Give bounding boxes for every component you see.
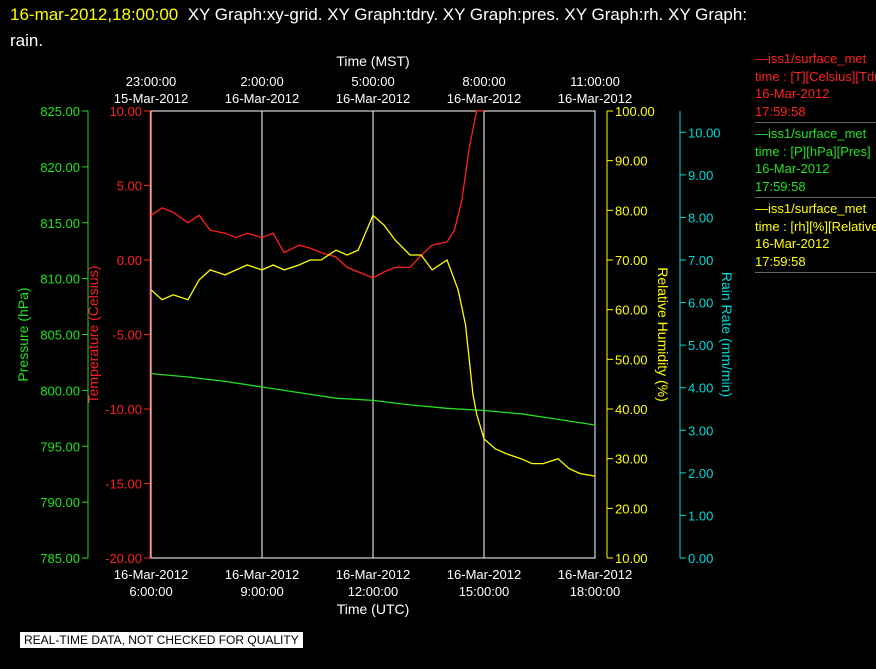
top-tick-time: 11:00:00 (570, 74, 620, 89)
top-tick-date: 16-Mar-2012 (558, 91, 632, 106)
legend-time: 17:59:58 (755, 253, 806, 269)
humidity-tick-label: 20.00 (615, 501, 648, 516)
humidity-tick-label: 50.00 (615, 352, 648, 367)
top-tick-date: 16-Mar-2012 (336, 91, 410, 106)
humidity-tick-label: 40.00 (615, 402, 648, 417)
rain-axis-label: Rain Rate (mm/min) (719, 272, 735, 397)
top-tick-time: 23:00:00 (126, 74, 177, 89)
legend-time: 17:59:58 (755, 178, 806, 194)
top-tick-time: 8:00:00 (462, 74, 505, 89)
pressure-series-line (150, 372, 596, 426)
x-tick-date: 16-Mar-2012 (225, 567, 299, 582)
top-tick-time: 5:00:00 (351, 74, 394, 89)
top-tick-date: 15-Mar-2012 (114, 91, 188, 106)
rain-tick-label: 0.00 (688, 551, 713, 566)
rain-tick-label: 3.00 (688, 423, 713, 438)
rain-tick-label: 5.00 (688, 338, 713, 353)
legend-sub: time : [T][Celsius][Tdry] (755, 68, 876, 84)
humidity-tick-label: 90.00 (615, 154, 648, 169)
rain-tick-label: 4.00 (688, 381, 713, 396)
rain-tick-label: 2.00 (688, 466, 713, 481)
legend-name: —iss1/surface_met (755, 51, 867, 66)
pressure-axis-label: Pressure (hPa) (15, 287, 31, 381)
x-tick-time: 12:00:00 (348, 584, 399, 599)
legend-name: —iss1/surface_met (755, 126, 867, 141)
temperature-series-line (150, 110, 484, 279)
temperature-tick-label: 0.00 (117, 253, 142, 268)
rain-tick-label: 6.00 (688, 296, 713, 311)
rain-tick-label: 1.00 (688, 508, 713, 523)
title-graphs: XY Graph:xy-grid. XY Graph:tdry. XY Grap… (187, 5, 748, 24)
humidity-tick-label: 70.00 (615, 253, 648, 268)
top-tick-date: 16-Mar-2012 (225, 91, 299, 106)
x-tick-date: 16-Mar-2012 (336, 567, 410, 582)
pressure-tick-label: 785.00 (40, 551, 80, 566)
pressure-tick-label: 820.00 (40, 160, 80, 175)
rain-tick-label: 10.00 (688, 125, 721, 140)
x-tick-time: 9:00:00 (240, 584, 283, 599)
top-tick-time: 2:00:00 (240, 74, 283, 89)
humidity-tick-label: 30.00 (615, 452, 648, 467)
top-tick-date: 16-Mar-2012 (447, 91, 521, 106)
humidity-tick-label: 80.00 (615, 203, 648, 218)
temperature-tick-label: -10.00 (105, 402, 142, 417)
rain-tick-label: 7.00 (688, 253, 713, 268)
x-tick-date: 16-Mar-2012 (114, 567, 188, 582)
rain-tick-label: 9.00 (688, 168, 713, 183)
pressure-tick-label: 795.00 (40, 439, 80, 454)
temperature-tick-label: -15.00 (105, 477, 142, 492)
x-tick-date: 16-Mar-2012 (558, 567, 632, 582)
legend-date: 16-Mar-2012 (755, 161, 830, 176)
pressure-tick-label: 825.00 (40, 104, 80, 119)
rain-tick-label: 8.00 (688, 210, 713, 225)
legend-time: 17:59:58 (755, 103, 806, 119)
temperature-axis-label: Temperature (Celsius) (85, 266, 101, 404)
legend-sub: time : [P][hPa][Pres] (755, 143, 871, 159)
x-tick-time: 15:00:00 (459, 584, 510, 599)
temperature-tick-label: -5.00 (112, 328, 142, 343)
top-axis-label: Time (MST) (336, 53, 409, 69)
temperature-tick-label: -20.00 (105, 551, 142, 566)
humidity-series-line (150, 214, 596, 477)
pressure-tick-label: 810.00 (40, 272, 80, 287)
x-tick-time: 18:00:00 (570, 584, 621, 599)
temperature-tick-label: 10.00 (109, 104, 142, 119)
humidity-axis-label: Relative Humidity (%) (655, 267, 671, 402)
x-axis-label: Time (UTC) (337, 601, 410, 617)
pressure-tick-label: 800.00 (40, 383, 80, 398)
legend-name: —iss1/surface_met (755, 201, 867, 216)
humidity-tick-label: 100.00 (615, 104, 655, 119)
title-tail: rain. (10, 31, 44, 50)
pressure-tick-label: 805.00 (40, 328, 80, 343)
legend-sub: time : [rh][%][Relative Humidity] (755, 218, 876, 234)
humidity-tick-label: 10.00 (615, 551, 648, 566)
temperature-tick-label: 5.00 (117, 179, 142, 194)
x-tick-time: 6:00:00 (129, 584, 172, 599)
title-timestamp: 16-mar-2012,18:00:00 (10, 5, 179, 24)
pressure-tick-label: 790.00 (40, 495, 80, 510)
page-title: 16-mar-2012,18:00:00 XY Graph:xy-grid. X… (10, 2, 860, 54)
x-tick-date: 16-Mar-2012 (447, 567, 521, 582)
quality-banner: REAL-TIME DATA, NOT CHECKED FOR QUALITY (20, 632, 303, 648)
legend-date: 16-Mar-2012 (755, 86, 830, 101)
legend-date: 16-Mar-2012 (755, 236, 830, 251)
pressure-tick-label: 815.00 (40, 216, 80, 231)
humidity-tick-label: 60.00 (615, 303, 648, 318)
